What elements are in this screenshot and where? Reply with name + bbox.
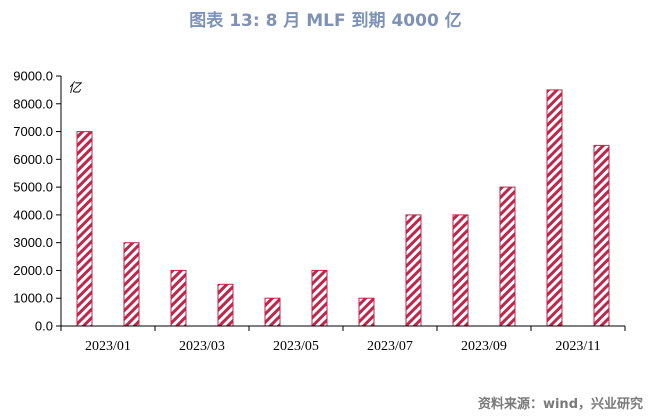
bar-2023/08: [405, 214, 422, 327]
x-tick-label: 2023/07: [367, 339, 413, 354]
x-tick-label: 2023/03: [179, 339, 225, 354]
x-tick-label: 2023/01: [85, 339, 131, 354]
bar-2023/09: [452, 214, 469, 327]
bar-2023/07: [358, 297, 375, 327]
y-tick-label: 9000.0: [13, 69, 53, 84]
y-tick-label: 2000.0: [13, 263, 53, 278]
bar-2023/12: [593, 144, 610, 327]
source-note: 资料来源：wind，兴业研究: [477, 397, 643, 412]
y-axis-unit-label: 亿: [68, 81, 83, 96]
bar-2023/11: [546, 89, 563, 327]
y-tick-label: 1000.0: [13, 291, 53, 306]
bars-layer: [76, 89, 610, 327]
y-tick-label: 3000.0: [13, 235, 53, 250]
bar-2023/02: [123, 242, 140, 327]
chart-title: 图表 13: 8 月 MLF 到期 4000 亿: [189, 11, 462, 31]
bar-2023/04: [217, 283, 234, 327]
bar-2023/10: [499, 186, 516, 327]
y-tick-label: 8000.0: [13, 96, 53, 111]
y-tick-label: 6000.0: [13, 152, 53, 167]
y-tick-label: 0.0: [35, 319, 53, 334]
x-tick-label: 2023/09: [461, 339, 507, 354]
y-tick-label: 5000.0: [13, 180, 53, 195]
labels-layer: 0.0 1000.0 2000.0 3000.0 4000.0 5000.0 6000.0 7…: [13, 69, 600, 355]
bar-2023/05: [264, 297, 281, 327]
x-tick-label: 2023/11: [555, 339, 600, 354]
y-tick-label: 4000.0: [13, 207, 53, 222]
x-tick-label: 2023/05: [273, 339, 319, 354]
bar-2023/01: [76, 131, 93, 327]
y-tick-label: 7000.0: [13, 124, 53, 139]
bar-2023/03: [170, 269, 187, 327]
bar-2023/06: [311, 269, 328, 327]
axes-layer: [56, 75, 626, 331]
